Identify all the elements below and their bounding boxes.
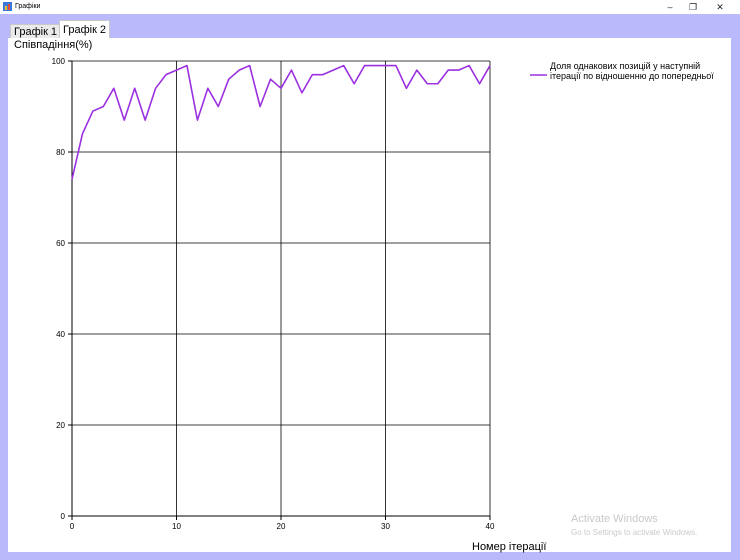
tab-grafik-1[interactable]: Графік 1 [10,24,62,40]
x-tick-label-0: 0 [70,522,75,531]
y-tick-label-80: 80 [56,148,65,157]
y-axis-label: Співпадіння(%) [14,39,93,51]
chart-series [71,64,491,180]
legend-entry-label: Доля однакових позицій у наступній ітера… [550,61,714,81]
x-tick-label-20: 20 [277,522,286,531]
title-bar: Графіки – ❐ ✕ [0,0,740,14]
y-tick-label-20: 20 [56,421,65,430]
y-tick-label-100: 100 [52,57,66,66]
minimize-button[interactable]: – [667,2,673,12]
tab-grafik-2[interactable]: Графік 2 [59,20,111,39]
activation-watermark-subtitle: Go to Settings to activate Windows. [571,528,698,537]
x-tick-label-30: 30 [381,522,390,531]
x-tick-label-10: 10 [172,522,181,531]
window-title: Графіки [15,3,41,10]
y-tick-label-0: 0 [61,512,66,521]
close-button[interactable]: ✕ [716,2,724,12]
maximize-button[interactable]: ❐ [688,2,698,12]
chart-axes [68,61,490,520]
chart-grid [72,60,491,516]
x-tick-label-40: 40 [486,522,495,531]
y-tick-label-60: 60 [56,239,65,248]
y-tick-label-40: 40 [56,330,65,339]
tab-panel [8,38,731,552]
x-axis-label: Номер ітерації [472,541,547,553]
activation-watermark-title: Activate Windows [571,513,658,525]
series-line-0 [71,64,491,180]
app-icon [3,2,12,11]
chart-ticks: 0 20 40 60 80 100 0 10 20 30 40 [52,57,495,531]
